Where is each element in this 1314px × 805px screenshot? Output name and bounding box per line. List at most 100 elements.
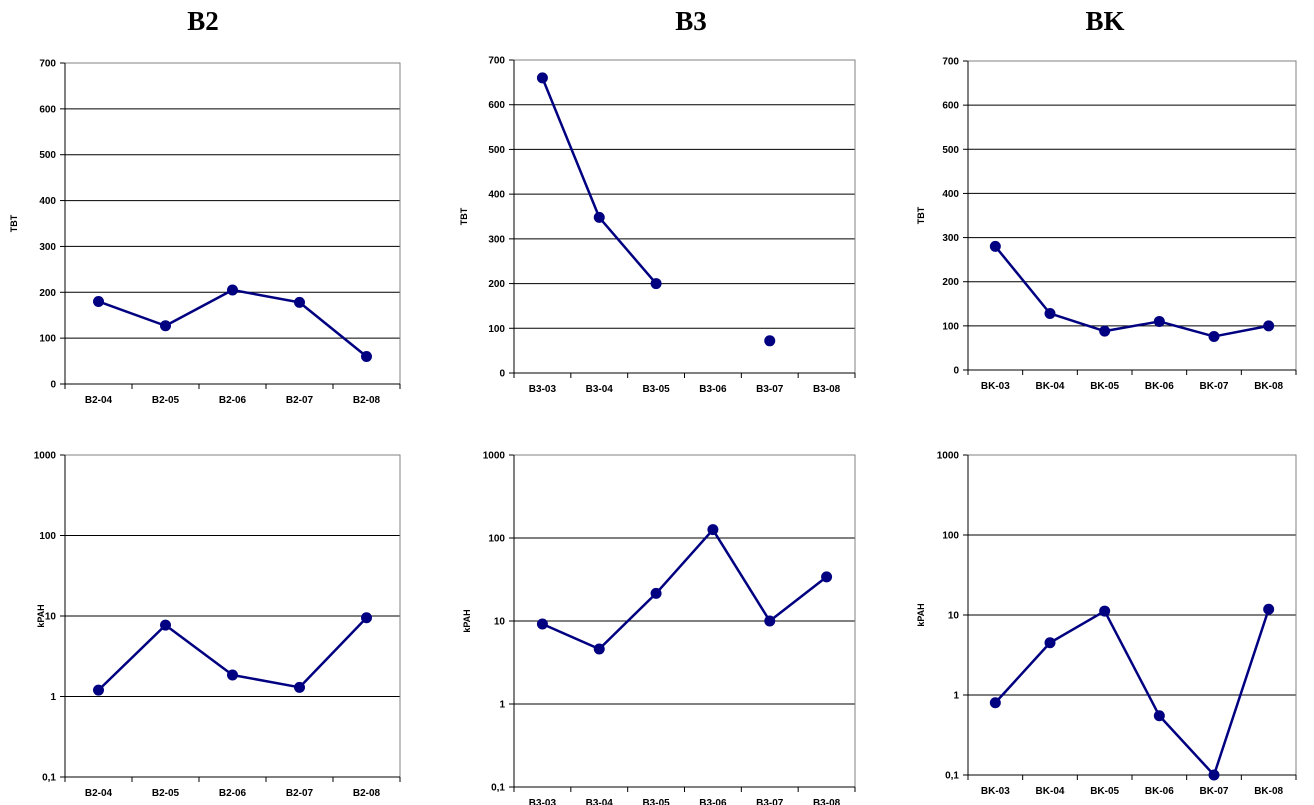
data-point	[650, 278, 662, 290]
x-tick-label: B3-08	[813, 384, 841, 395]
x-tick-label: BK-07	[1200, 381, 1229, 392]
y-tick-label: 600	[942, 101, 959, 112]
series-line-segment	[98, 300, 166, 327]
data-point	[361, 350, 372, 362]
data-point	[294, 681, 305, 693]
data-point	[1263, 320, 1275, 332]
y-axis-label: TBT	[9, 214, 19, 232]
y-tick-label: 10	[45, 612, 57, 623]
data-point	[1153, 710, 1165, 722]
data-point	[1099, 325, 1111, 337]
series-line-segment	[598, 216, 658, 285]
x-tick-label: B3-07	[756, 384, 784, 395]
data-point	[361, 612, 372, 624]
x-tick-label: B3-05	[642, 384, 670, 395]
data-point	[593, 211, 605, 223]
y-tick-label: 400	[39, 196, 56, 207]
series-line-segment	[1159, 320, 1215, 338]
x-tick-label: B3-05	[642, 798, 670, 805]
x-tick-label: BK-07	[1200, 786, 1229, 797]
data-point	[1263, 603, 1275, 615]
series-line-segment	[994, 245, 1051, 315]
data-point	[160, 320, 171, 332]
y-tick-label: 1	[499, 700, 505, 711]
series-line-segment	[598, 592, 657, 650]
series-line-segment	[164, 288, 234, 327]
series-line-segment	[1103, 610, 1161, 717]
y-tick-label: 700	[39, 59, 56, 70]
y-tick-label: 1000	[937, 451, 960, 462]
x-tick-label: BK-04	[1036, 786, 1065, 797]
column-title-b3: B3	[675, 6, 707, 36]
series-line-segment	[1049, 312, 1106, 333]
y-tick-label: 100	[488, 534, 505, 545]
series-line-segment	[768, 575, 828, 622]
series-line-segment	[298, 616, 368, 689]
x-tick-label: B3-06	[699, 384, 727, 395]
data-point	[707, 524, 719, 536]
series-line-segment	[1212, 608, 1270, 776]
y-tick-label: 10	[948, 611, 960, 622]
series-line-segment	[1213, 324, 1269, 338]
y-tick-label: 100	[942, 531, 959, 542]
series-line-segment	[655, 528, 714, 595]
series-line-segment	[541, 77, 601, 218]
data-point	[1208, 330, 1220, 342]
x-tick-label: B2-05	[152, 788, 180, 799]
x-tick-label: BK-06	[1145, 786, 1174, 797]
y-tick-label: 400	[488, 190, 505, 201]
data-point	[764, 615, 776, 627]
y-tick-label: 1000	[483, 451, 506, 462]
x-tick-label: B2-07	[286, 788, 314, 799]
y-tick-label: 100	[488, 324, 505, 335]
data-point	[1208, 769, 1220, 781]
y-tick-label: 200	[39, 288, 56, 299]
x-tick-label: BK-08	[1254, 381, 1283, 392]
data-point	[160, 619, 171, 631]
x-tick-label: B2-07	[286, 395, 314, 406]
y-tick-label: 0	[499, 369, 505, 380]
series-line-segment	[164, 624, 234, 676]
data-point	[1044, 637, 1056, 649]
y-tick-label: 100	[39, 334, 56, 345]
y-tick-label: 100	[39, 531, 56, 542]
y-tick-label: 500	[942, 145, 959, 156]
y-tick-label: 1	[50, 692, 56, 703]
x-tick-label: B3-03	[529, 384, 557, 395]
data-point	[1153, 315, 1165, 327]
x-tick-label: B2-06	[219, 395, 247, 406]
data-point	[294, 296, 305, 308]
x-tick-label: BK-05	[1090, 381, 1119, 392]
x-tick-label: B3-06	[699, 798, 727, 805]
y-tick-label: 1	[953, 691, 959, 702]
data-point	[989, 697, 1001, 709]
y-axis-label: kPAH	[36, 604, 46, 627]
series-line-segment	[1158, 714, 1215, 776]
x-tick-label: B2-06	[219, 788, 247, 799]
y-tick-label: 0,1	[42, 773, 56, 784]
x-tick-label: BK-04	[1036, 381, 1065, 392]
y-axis-label: kPAH	[916, 603, 926, 626]
y-tick-label: 0	[50, 380, 56, 391]
data-point	[536, 618, 548, 630]
x-tick-label: B3-07	[756, 798, 784, 805]
x-tick-label: B2-05	[152, 395, 180, 406]
data-point	[93, 295, 104, 307]
y-tick-label: 1000	[34, 451, 57, 462]
series-line-segment	[541, 622, 600, 651]
data-point	[593, 643, 605, 655]
y-tick-label: 0,1	[945, 771, 959, 782]
x-tick-label: B2-08	[353, 395, 381, 406]
x-tick-label: B3-08	[813, 798, 841, 805]
x-tick-label: BK-03	[981, 786, 1010, 797]
y-tick-label: 600	[488, 100, 505, 111]
y-tick-label: 700	[942, 57, 959, 68]
x-tick-label: B2-04	[85, 395, 113, 406]
data-point	[989, 240, 1001, 252]
series-line-segment	[232, 288, 300, 304]
y-axis-label: kPAH	[462, 609, 472, 632]
